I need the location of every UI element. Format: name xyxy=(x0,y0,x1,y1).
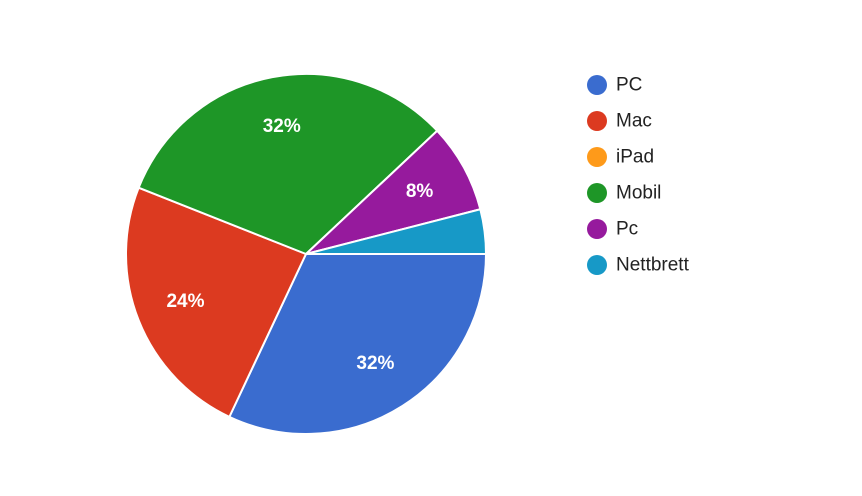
slice-label-mac: 24% xyxy=(166,291,204,312)
legend-label: iPad xyxy=(616,147,654,168)
legend-swatch xyxy=(587,111,607,131)
legend-item-pc[interactable]: Pc xyxy=(587,219,638,240)
slice-label-pc: 32% xyxy=(356,353,394,374)
slice-label-mobil: 32% xyxy=(263,116,301,137)
legend-label: PC xyxy=(616,75,642,96)
legend-swatch xyxy=(587,255,607,275)
pie-slice-mac[interactable] xyxy=(125,186,307,418)
pie-slice-nettbrett[interactable] xyxy=(305,208,487,255)
legend-item-ipad[interactable]: iPad xyxy=(587,147,654,168)
legend-swatch xyxy=(587,75,607,95)
pie-slice-mobil[interactable] xyxy=(137,73,439,255)
legend-label: Pc xyxy=(616,219,638,240)
pie-slice-pc[interactable] xyxy=(305,129,482,255)
legend-swatch xyxy=(587,183,607,203)
legend-swatch xyxy=(587,147,607,167)
slice-labels: 32% 24% 32% 8% xyxy=(166,116,433,374)
legend-label: Mac xyxy=(616,111,652,132)
legend-swatch xyxy=(587,219,607,239)
legend-item-mobil[interactable]: Mobil xyxy=(587,183,661,204)
legend-item-pc[interactable]: PC xyxy=(587,75,642,96)
slice-label-pc: 8% xyxy=(406,181,434,202)
pie-slices xyxy=(125,73,487,435)
legend-label: Nettbrett xyxy=(616,255,690,276)
pie-slice-pc[interactable] xyxy=(228,253,487,435)
legend-label: Mobil xyxy=(616,183,661,204)
legend-item-nettbrett[interactable]: Nettbrett xyxy=(587,255,690,276)
legend: PC Mac iPad Mobil Pc Nettbrett xyxy=(587,75,690,276)
legend-item-mac[interactable]: Mac xyxy=(587,111,652,132)
